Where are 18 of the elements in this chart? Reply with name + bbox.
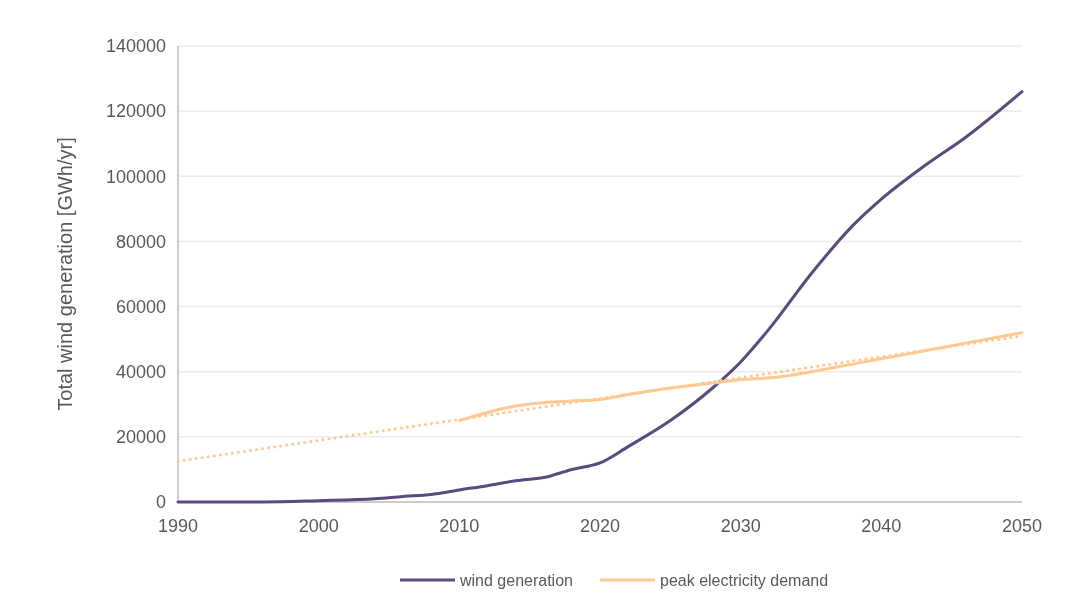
x-tick-label: 2040 bbox=[861, 516, 902, 536]
legend-label: peak electricity demand bbox=[660, 571, 829, 589]
legend-label: wind generation bbox=[459, 571, 573, 589]
x-tick-label: 2030 bbox=[720, 516, 761, 536]
y-tick-label: 140000 bbox=[105, 36, 166, 57]
x-tick-label: 2010 bbox=[439, 516, 480, 536]
y-tick-label: 120000 bbox=[105, 101, 166, 122]
y-tick-label: 40000 bbox=[115, 362, 166, 383]
y-tick-label: 100000 bbox=[105, 166, 166, 187]
x-tick-label: 1990 bbox=[157, 516, 199, 536]
y-tick-label: 20000 bbox=[115, 427, 166, 448]
x-tick-label: 2000 bbox=[298, 516, 339, 536]
y-axis-title: Total wind generation [GWh/yr] bbox=[54, 137, 76, 411]
x-tick-label: 2050 bbox=[1001, 516, 1043, 536]
y-tick-label: 80000 bbox=[115, 231, 166, 252]
x-tick-label: 2020 bbox=[579, 516, 621, 536]
y-tick-label: 60000 bbox=[115, 296, 166, 317]
y-tick-label: 0 bbox=[155, 492, 166, 513]
